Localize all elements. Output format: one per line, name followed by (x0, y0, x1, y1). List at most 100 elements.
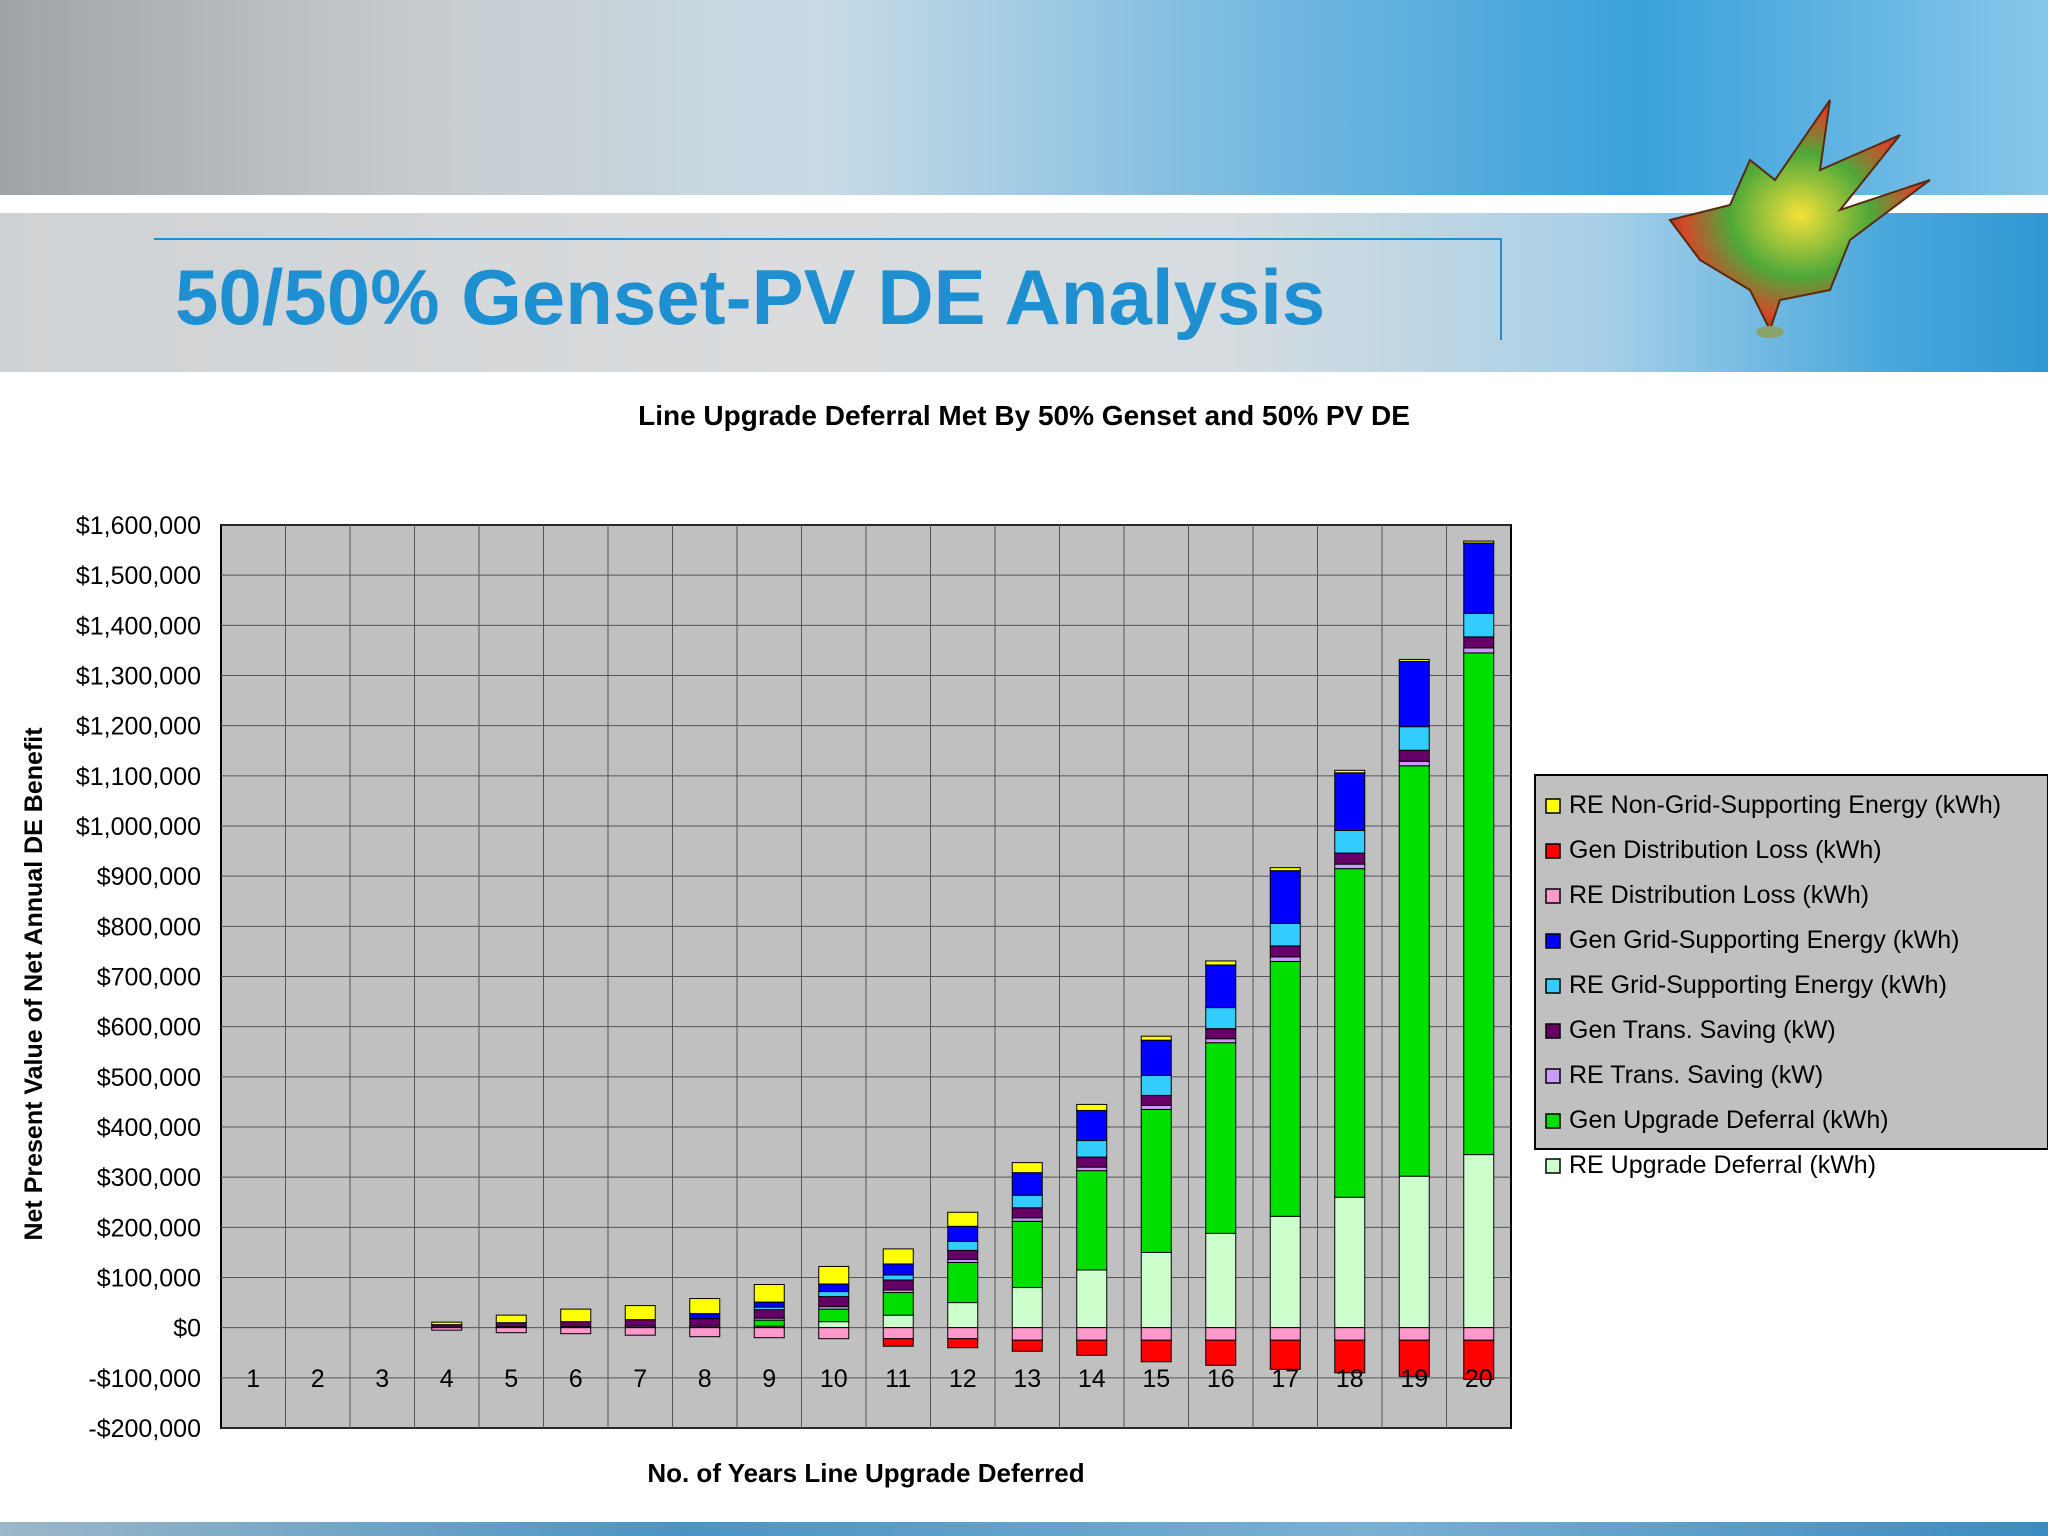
bar-segment (753, 1301, 785, 1308)
bar-segment (624, 1319, 656, 1327)
y-tick-label: $900,000 (97, 863, 201, 891)
bar-segment (1011, 1194, 1043, 1209)
y-tick-label: $1,000,000 (76, 813, 201, 841)
bar-segment (1463, 1339, 1495, 1380)
x-tick-label: 20 (1465, 1365, 1493, 1393)
bar-segment (624, 1305, 656, 1321)
bar-segment (1140, 1035, 1172, 1041)
legend-box (1534, 774, 2048, 1150)
legend: RE Non-Grid-Supporting Energy (kWh) Gen D… (1534, 774, 2048, 1179)
bar-segment (818, 1283, 850, 1293)
y-tick-label: $0 (173, 1315, 201, 1343)
bar-segment (818, 1321, 850, 1329)
bar-segment (431, 1321, 463, 1326)
bar-segment (818, 1296, 850, 1308)
y-axis-tick-labels: -$200,000 -$100,000 $0 $100,000 $200,000 $300… (76, 512, 201, 1443)
bar-segment (1398, 1175, 1430, 1329)
bar-segment (1334, 868, 1366, 1198)
bar-segment (1205, 964, 1237, 1009)
bar-segment (1398, 760, 1430, 767)
x-tick-label: 13 (1013, 1365, 1041, 1393)
legend-entry: Gen Upgrade Deferral (kWh) (1569, 1106, 1889, 1134)
bar-segment (1269, 1327, 1301, 1341)
bar-segment (947, 1249, 979, 1260)
bar-segment (1076, 1103, 1108, 1111)
bar-segment (431, 1327, 463, 1331)
bar-segment (818, 1291, 850, 1298)
legend-swatch (1545, 798, 1561, 814)
x-tick-label: 9 (762, 1365, 776, 1393)
bar-segment (1398, 726, 1430, 751)
bar-segment (1076, 1140, 1108, 1158)
bar-segment (1398, 749, 1430, 762)
x-axis-tick-labels: 1 2 3 4 5 6 7 8 9 10 11 12 13 14 15 16 17 18 19 20 (246, 1365, 1492, 1393)
bar-segment (947, 1302, 979, 1329)
bar-segment (689, 1327, 721, 1338)
bar-segment (1140, 1039, 1172, 1076)
y-tick-label: $400,000 (97, 1114, 201, 1142)
y-tick-label: $1,400,000 (76, 612, 201, 640)
bar-segment (1398, 1327, 1430, 1341)
bar-segment (495, 1327, 527, 1334)
bar-segment (882, 1263, 914, 1276)
bar-segment (1076, 1170, 1108, 1271)
y-tick-label: $1,500,000 (76, 562, 201, 590)
bar-segment (624, 1327, 656, 1336)
x-tick-label: 10 (820, 1365, 848, 1393)
bar-segment (1398, 1339, 1430, 1377)
bar-segment (753, 1327, 785, 1339)
bar-segment (1334, 863, 1366, 870)
bar-segment (1334, 772, 1366, 832)
banner-white-stripe (0, 195, 2048, 213)
bar-segment (1334, 852, 1366, 865)
x-tick-label: 6 (569, 1365, 583, 1393)
y-tick-label: $200,000 (97, 1214, 201, 1242)
bar-segment (1011, 1339, 1043, 1352)
bar-segment (882, 1314, 914, 1329)
bar-segment (1463, 636, 1495, 649)
bar-segment (818, 1265, 850, 1285)
bar-segment (947, 1211, 979, 1227)
x-tick-label: 15 (1142, 1365, 1170, 1393)
bar-segment (882, 1248, 914, 1265)
bar-segment (1011, 1172, 1043, 1196)
bar-segment (1398, 765, 1430, 1177)
legend-entry: Gen Trans. Saving (kW) (1569, 1016, 1836, 1044)
bar-segment (947, 1261, 979, 1304)
bar-segment (1269, 956, 1301, 962)
bar-segment (1205, 1327, 1237, 1341)
bar-segment (1205, 1028, 1237, 1040)
x-tick-label: 16 (1207, 1365, 1235, 1393)
bar-segment (1205, 1232, 1237, 1329)
bar-segment (1011, 1220, 1043, 1289)
chart-title: Line Upgrade Deferral Met By 50% Genset … (638, 400, 1410, 431)
y-tick-label: $300,000 (97, 1164, 201, 1192)
x-tick-label: 3 (375, 1365, 389, 1393)
legend-swatch (1545, 933, 1561, 949)
legend-swatch (1545, 978, 1561, 994)
bar-segment (1140, 1094, 1172, 1106)
bar-segment (689, 1298, 721, 1315)
bar-segment (1205, 1007, 1237, 1030)
bar-segment (1463, 1154, 1495, 1329)
bar-segment (818, 1327, 850, 1340)
y-tick-label: -$100,000 (88, 1365, 201, 1393)
bar-segment (1076, 1156, 1108, 1168)
bar-segment (1398, 660, 1430, 728)
x-tick-label: 17 (1271, 1365, 1299, 1393)
grid-lines (221, 524, 1511, 1429)
x-tick-label: 2 (311, 1365, 325, 1393)
bar-segment (1269, 945, 1301, 958)
bar-segment (1076, 1327, 1108, 1341)
x-tick-label: 1 (246, 1365, 260, 1393)
bar-segment (1076, 1109, 1108, 1142)
bar-segment (1269, 960, 1301, 1217)
y-tick-label: $1,300,000 (76, 663, 201, 691)
bar-segment (495, 1322, 527, 1328)
bar-segment (1011, 1217, 1043, 1222)
bar-segment (1334, 1339, 1366, 1374)
bar-segment (753, 1319, 785, 1327)
y-tick-label: $1,200,000 (76, 713, 201, 741)
y-tick-label: $700,000 (97, 964, 201, 992)
bar-segment (882, 1274, 914, 1281)
